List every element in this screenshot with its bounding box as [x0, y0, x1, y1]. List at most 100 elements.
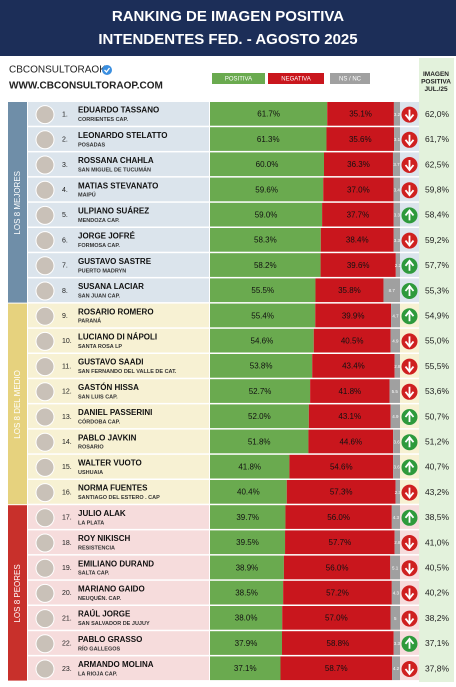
bar-label: 3.7	[393, 162, 400, 167]
name: GASTÓN HISSA	[78, 383, 139, 392]
bar-segment	[312, 354, 395, 378]
trend-arrow	[404, 134, 415, 147]
row-background	[28, 354, 209, 378]
bar-label: 41.8%	[238, 463, 261, 472]
rank: 1.	[62, 111, 68, 118]
bar-label: 4.9	[392, 339, 399, 344]
rank: 10.	[62, 338, 72, 345]
trend-arrow	[404, 309, 415, 322]
previous-value: 38,5%	[425, 512, 450, 522]
place: SAN FERNANDO DEL VALLE DE CAT.	[78, 369, 177, 375]
name: GUSTAVO SAADI	[78, 358, 143, 367]
group-label: LOS 8 DEL MEDIO	[13, 370, 22, 439]
bar-label: 57.3%	[330, 488, 353, 497]
bar-segment	[390, 328, 400, 353]
previous-value: 37,8%	[425, 663, 450, 673]
name: ARMANDO MOLINA	[78, 660, 154, 669]
portrait	[35, 105, 55, 125]
bar-label: 36.3%	[347, 160, 370, 169]
trend-arrow	[404, 185, 415, 197]
previous-value: 40,5%	[425, 562, 450, 572]
portrait	[35, 205, 55, 225]
row-background	[28, 530, 209, 555]
trend-arrow	[404, 109, 415, 122]
bar-label: 2.2	[395, 263, 402, 268]
row-background	[28, 177, 209, 202]
bar-segment	[210, 127, 327, 151]
name: JULIO ALAK	[78, 509, 126, 518]
bar-segment	[323, 177, 394, 202]
previous-header-line: IMAGEN	[423, 71, 449, 78]
bar-label: 35.8%	[338, 286, 361, 295]
previous-value: 55,0%	[425, 336, 450, 346]
bar-segment	[210, 253, 321, 277]
bar-label: 61.7%	[257, 110, 280, 119]
bar-label: 60.0%	[256, 160, 279, 169]
bar-label: 39.7%	[236, 513, 259, 522]
previous-value: 62,5%	[425, 159, 450, 169]
name: LEONARDO STELATTO	[78, 131, 167, 140]
bar-label: 3.3	[394, 641, 401, 646]
portrait	[35, 634, 55, 654]
bar-label: 4.9	[392, 414, 399, 419]
portrait	[35, 357, 55, 377]
rank: 18.	[62, 540, 72, 547]
previous-header-line: JUL./25	[424, 86, 448, 93]
name: PABLO JAVKIN	[78, 433, 137, 442]
previous-header-line: POSITIVA	[421, 78, 451, 85]
bar-label: 57.2%	[326, 589, 349, 598]
trend-arrow	[404, 435, 415, 448]
group-strip	[8, 303, 27, 505]
row-background	[28, 127, 209, 151]
name: MATIAS STEVANATO	[78, 181, 158, 190]
trend-arrow	[404, 588, 415, 600]
previous-value: 51,2%	[425, 436, 450, 446]
name: DANIEL PASSERINI	[78, 408, 152, 417]
portrait	[35, 281, 55, 301]
portrait	[35, 256, 55, 276]
bar-segment	[210, 505, 286, 529]
bar-segment	[326, 127, 395, 151]
place: SANTA ROSA LP	[78, 344, 122, 350]
legend-label: NEGATIVA	[281, 77, 310, 83]
group-strip	[8, 102, 27, 303]
bar-segment	[210, 555, 284, 580]
place: POSADAS	[78, 142, 106, 148]
trend-arrow	[404, 487, 415, 500]
row-background	[28, 228, 209, 252]
place: SALTA CAP.	[78, 571, 110, 577]
bar-label: 56.0%	[326, 563, 349, 572]
bar-label: 3.2	[394, 112, 401, 117]
previous-value: 58,4%	[425, 210, 450, 220]
name: PABLO GRASSO	[78, 635, 142, 644]
bar-label: 37.0%	[347, 185, 370, 194]
trend-arrow	[404, 563, 415, 575]
bar-label: 52.7%	[249, 387, 272, 396]
place: PARANÁ	[78, 318, 101, 325]
bar-segment	[210, 530, 286, 555]
bar-label: 54.6%	[251, 337, 274, 346]
bar-segment	[393, 102, 400, 126]
portrait	[35, 457, 55, 477]
bar-segment	[324, 152, 393, 177]
legend-label: NS / NC	[339, 77, 362, 83]
row-background	[28, 580, 209, 605]
bar-label: 40.5%	[341, 337, 364, 346]
trend-arrow	[404, 284, 415, 296]
bar-segment	[393, 454, 400, 479]
portrait	[35, 231, 55, 251]
group-label: LOS 8 MEJORES	[13, 171, 22, 235]
rank: 3.	[62, 162, 68, 169]
trend-arrow	[404, 235, 415, 248]
bar-label: 59.6%	[255, 185, 278, 194]
bar-segment	[315, 303, 392, 328]
trend-arrow	[404, 460, 415, 473]
rank: 4.	[62, 187, 68, 194]
bar-label: 3.3	[394, 238, 401, 243]
row-background	[28, 631, 209, 655]
bar-segment	[391, 505, 400, 529]
bar-segment	[210, 228, 321, 252]
place: SAN LUIS CAP.	[78, 394, 118, 400]
trend-arrow	[404, 208, 415, 221]
bar-label: 3.6	[393, 465, 400, 470]
